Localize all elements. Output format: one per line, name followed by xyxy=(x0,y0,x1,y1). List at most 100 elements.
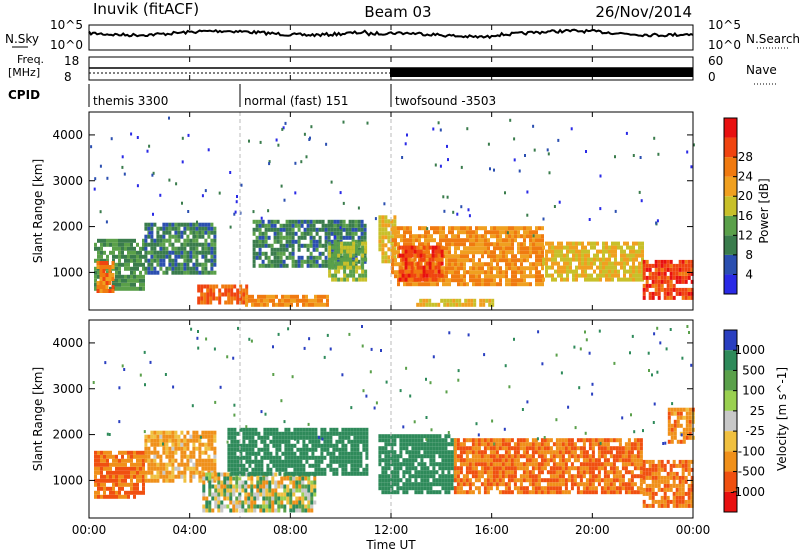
heatmap-cell xyxy=(529,242,532,247)
heatmap-cell xyxy=(361,249,365,254)
heatmap-cell xyxy=(567,478,571,483)
heatmap-cell xyxy=(423,446,427,451)
heatmap-cell xyxy=(537,482,541,487)
heatmap-cell xyxy=(445,234,448,239)
heatmap-cell xyxy=(390,458,394,463)
heatmap-cell xyxy=(352,245,356,250)
heatmap-cell xyxy=(241,504,245,509)
heatmap-cell xyxy=(299,459,303,464)
heatmap-cell xyxy=(266,455,270,460)
heatmap-cell xyxy=(273,223,277,228)
heatmap-cell xyxy=(96,265,100,269)
heatmap-cell xyxy=(477,454,481,459)
heatmap-cell xyxy=(171,222,175,227)
heatmap-cell xyxy=(309,235,313,240)
heatmap-cell xyxy=(482,298,486,303)
heatmap-cell xyxy=(486,478,490,483)
heatmap-cell xyxy=(127,282,130,287)
heatmap-cell xyxy=(310,492,314,497)
heatmap-cell xyxy=(558,490,562,495)
heatmap-cell xyxy=(526,254,529,259)
heatmap-cell xyxy=(639,474,643,479)
heatmap-cell xyxy=(115,462,118,467)
heatmap-cell xyxy=(100,258,103,263)
heatmap-cell xyxy=(638,273,641,278)
heatmap-cell xyxy=(121,466,124,471)
heatmap-cell xyxy=(118,450,121,455)
heatmap-cell xyxy=(247,484,251,489)
heatmap-cell xyxy=(584,249,587,254)
heatmap-cell xyxy=(118,262,121,267)
heatmap-cell xyxy=(463,262,466,267)
heatmap-cell xyxy=(519,466,523,471)
heatmap-cell xyxy=(620,245,623,250)
heatmap-cell xyxy=(645,287,649,292)
heatmap-cell xyxy=(614,241,617,246)
heatmap-cell xyxy=(602,273,605,278)
heatmap-cell xyxy=(252,231,256,236)
heatmap-cell xyxy=(142,454,145,459)
heatmap-cell xyxy=(460,262,463,267)
heatmap-cell xyxy=(150,462,154,467)
heatmap-cell xyxy=(623,273,626,278)
heatmap-cell xyxy=(609,482,613,487)
heatmap-cell xyxy=(480,466,484,471)
heatmap-cell xyxy=(248,451,252,456)
heatmap-cell xyxy=(247,500,251,505)
heatmap-cell xyxy=(236,296,240,301)
heatmap-cell xyxy=(513,478,517,483)
heatmap-cell xyxy=(192,434,196,439)
heatmap-cell xyxy=(201,430,205,435)
heatmap-cell xyxy=(263,451,267,456)
heatmap-cell xyxy=(632,269,635,274)
heatmap-cell xyxy=(414,466,418,471)
y-tick-label: 3000 xyxy=(52,174,83,188)
heatmap-cell xyxy=(531,438,535,443)
heatmap-cell xyxy=(142,278,145,283)
scatter-speck xyxy=(468,214,471,218)
heatmap-cell xyxy=(654,271,658,276)
heatmap-cell xyxy=(651,467,655,472)
heatmap-cell xyxy=(230,447,234,452)
heatmap-cell xyxy=(633,462,637,467)
heatmap-cell xyxy=(435,470,439,475)
heatmap-cell xyxy=(341,435,345,440)
heatmap-cell xyxy=(413,245,417,250)
heatmap-cell xyxy=(564,478,568,483)
heatmap-cell xyxy=(227,459,231,464)
heatmap-cell xyxy=(195,434,199,439)
heatmap-cell xyxy=(648,275,652,280)
heatmap-cell xyxy=(168,234,172,239)
heatmap-cell xyxy=(606,458,610,463)
heatmap-cell xyxy=(309,239,313,244)
heatmap-cell xyxy=(186,430,190,435)
scatter-speck xyxy=(99,164,102,168)
heatmap-cell xyxy=(520,234,523,239)
heatmap-cell xyxy=(106,254,109,259)
heatmap-cell xyxy=(426,454,430,459)
heatmap-cell xyxy=(156,454,160,459)
heatmap-cell xyxy=(667,419,671,424)
heatmap-cell xyxy=(463,274,466,279)
heatmap-cell xyxy=(555,466,559,471)
heatmap-cell xyxy=(207,458,211,463)
heatmap-cell xyxy=(529,282,532,287)
heatmap-cell xyxy=(299,431,303,436)
heatmap-cell xyxy=(645,487,649,492)
heatmap-cell xyxy=(180,262,184,267)
heatmap-cell xyxy=(560,265,563,270)
heatmap-cell xyxy=(468,450,472,455)
heatmap-cell xyxy=(475,234,478,239)
heatmap-cell xyxy=(690,259,694,264)
heatmap-cell xyxy=(402,474,406,479)
heatmap-cell xyxy=(180,446,184,451)
heatmap-cell xyxy=(548,249,551,254)
heatmap-cell xyxy=(499,246,502,251)
heatmap-cell xyxy=(427,254,430,259)
heatmap-cell xyxy=(186,442,190,447)
heatmap-cell xyxy=(290,298,293,303)
heatmap-cell xyxy=(192,238,196,243)
heatmap-cell xyxy=(406,238,409,243)
heatmap-cell xyxy=(183,226,187,231)
heatmap-cell xyxy=(348,223,352,228)
